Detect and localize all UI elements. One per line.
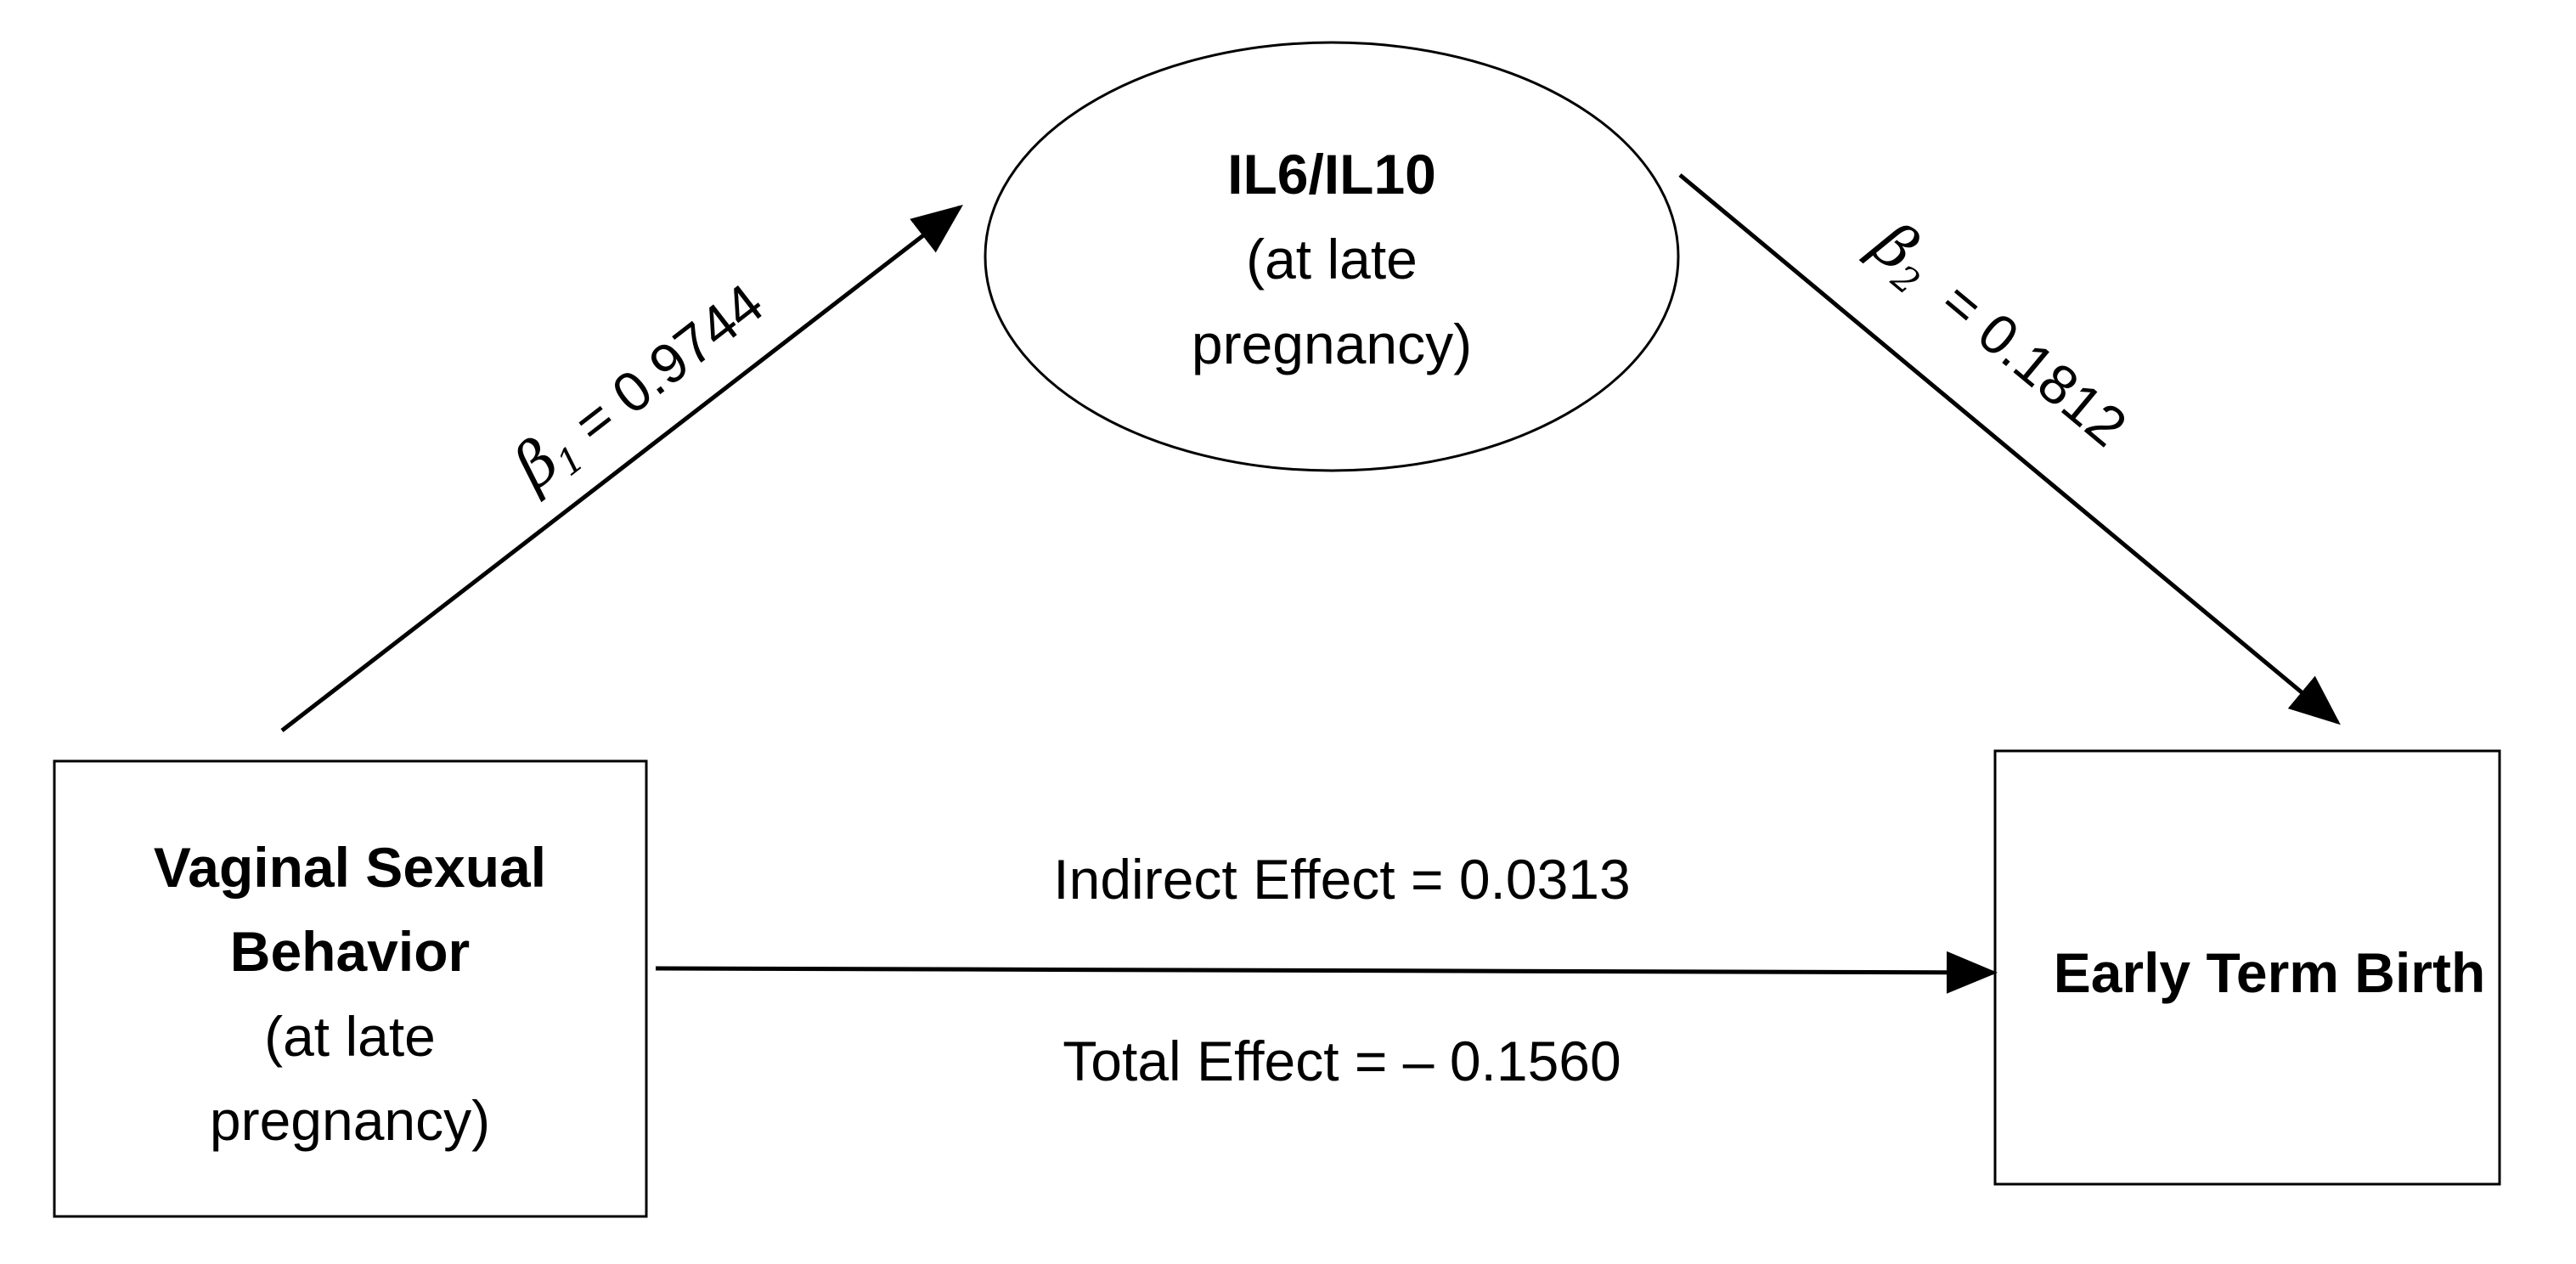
exposure-node: Vaginal Sexual Behavior (at late pregnan… <box>53 759 648 1218</box>
exposure-box <box>53 759 648 1218</box>
mediator-line2: (at late <box>1246 228 1418 291</box>
outcome-box <box>1993 749 2501 1186</box>
exposure-title-line1: Vaginal Sexual <box>154 836 546 899</box>
path-a-arrow <box>280 204 963 732</box>
mediator-node: IL6/IL10 (at late pregnancy) <box>984 41 1680 472</box>
indirect-effect-label: Indirect Effect = 0.0313 <box>1053 848 1630 911</box>
path-b-value: = 0.1812 <box>1906 250 2139 459</box>
mediator-ellipse <box>984 41 1680 472</box>
path-b-arrow <box>1678 173 2341 725</box>
exposure-line3: (at late <box>264 1005 436 1068</box>
direct-path-arrow <box>655 951 1998 994</box>
total-effect-label: Total Effect = – 0.1560 <box>1063 1030 1621 1092</box>
mediator-line3: pregnancy) <box>1192 313 1472 375</box>
path-a-label: β1 = 0.9744 <box>499 267 779 508</box>
outcome-title: Early Term Birth <box>2054 941 2486 1004</box>
exposure-line4: pregnancy) <box>210 1089 490 1152</box>
path-b-label: β2 = 0.1812 <box>1855 206 2143 464</box>
outcome-node: Early Term Birth <box>1993 749 2501 1186</box>
mediator-title: IL6/IL10 <box>1227 143 1436 206</box>
exposure-title-line2: Behavior <box>230 920 470 983</box>
